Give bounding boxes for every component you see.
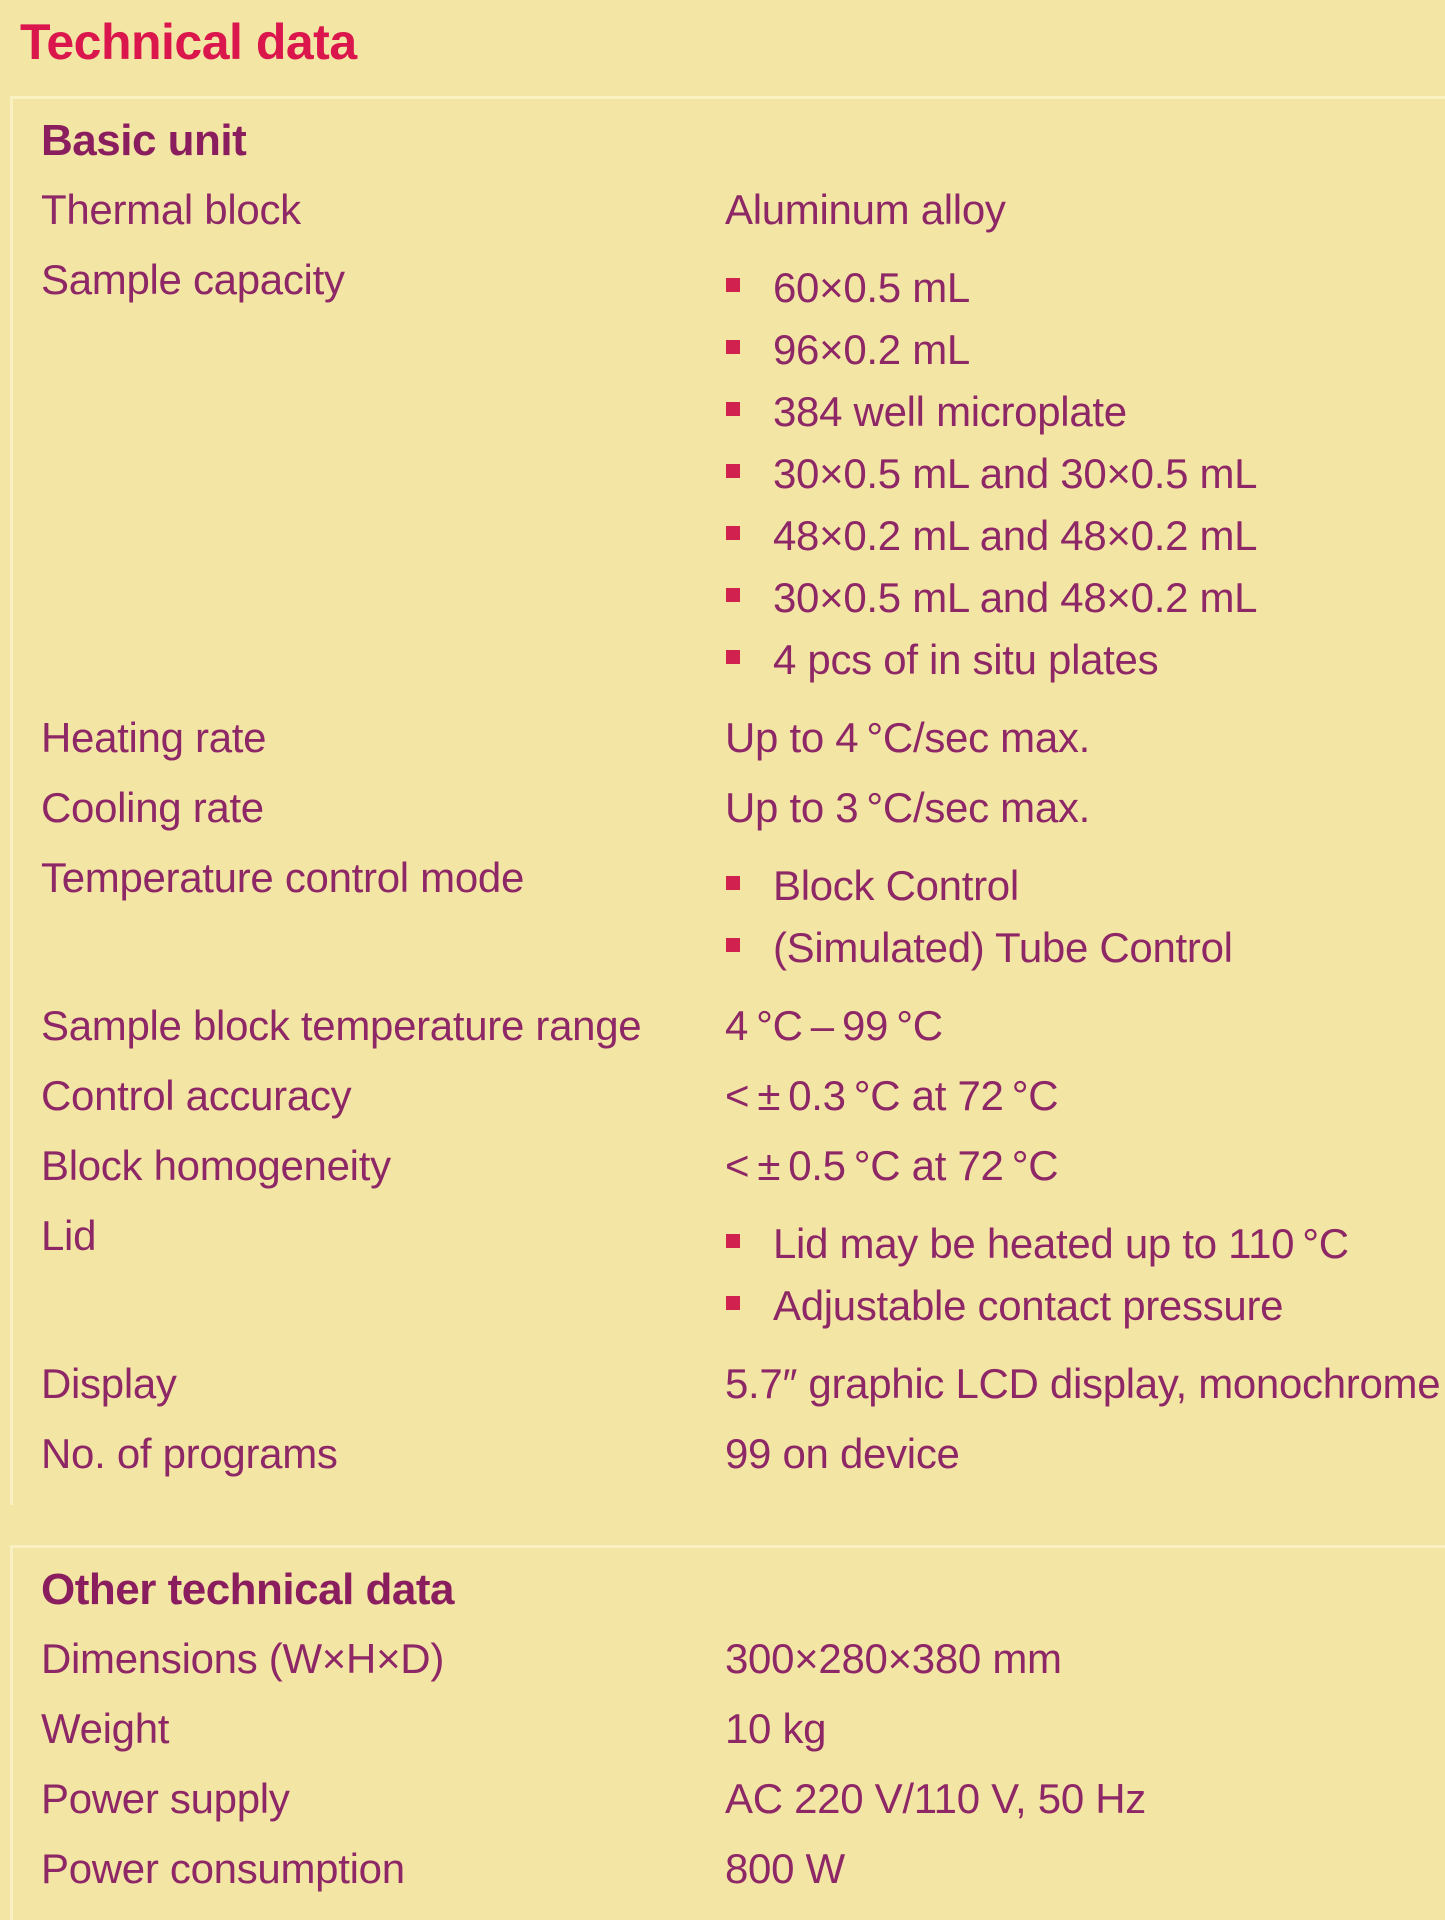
row-value: 5.7″ graphic LCD display, monochrome: [725, 1360, 1441, 1407]
row-label: Weight: [41, 1705, 170, 1752]
table-row: Cooling rate Up to 3 °C/sec max.: [41, 785, 1445, 831]
row-value: 10 kg: [725, 1705, 827, 1752]
row-label: Block homogeneity: [41, 1142, 391, 1189]
bullet-item: 4 pcs of in situ plates: [725, 629, 1445, 691]
table-row: Power consumption 800 W: [41, 1846, 1445, 1892]
table-row: Weight 10 kg: [41, 1706, 1445, 1752]
table-row: Control accuracy < ± 0.3 °C at 72 °C: [41, 1073, 1445, 1119]
row-label: Temperature control mode: [41, 854, 525, 901]
bullet-item: (Simulated) Tube Control: [725, 917, 1445, 979]
table-row: No. of programs 99 on device: [41, 1431, 1445, 1477]
spec-section: Basic unit Thermal block Aluminum alloy Sam…: [10, 96, 1445, 1505]
table-row: Sample capacity 60×0.5 mL 96×0.2 mL 384 wel…: [41, 257, 1445, 691]
row-value: Up to 4 °C/sec max.: [725, 714, 1090, 761]
bullet-item: 60×0.5 mL: [725, 257, 1445, 319]
table-row: Block homogeneity < ± 0.5 °C at 72 °C: [41, 1143, 1445, 1189]
page-title: Technical data: [20, 14, 357, 70]
row-label: Control accuracy: [41, 1072, 352, 1119]
table-row: Dimensions (W×H×D) 300×280×380 mm: [41, 1636, 1445, 1682]
table-row: Display 5.7″ graphic LCD display, monochr…: [41, 1361, 1445, 1407]
row-label: No. of programs: [41, 1430, 338, 1477]
row-value-bullet-list: 60×0.5 mL 96×0.2 mL 384 well microplate 30×…: [725, 257, 1445, 691]
row-value: 99 on device: [725, 1430, 960, 1477]
bullet-item: 30×0.5 mL and 30×0.5 mL: [725, 443, 1445, 505]
row-label: Display: [41, 1360, 177, 1407]
spec-section: Other technical data Dimensions (W×H×D) 30…: [10, 1545, 1445, 1920]
row-value: 4 °C – 99 °C: [725, 1002, 943, 1049]
bullet-item: 48×0.2 mL and 48×0.2 mL: [725, 505, 1445, 567]
table-row: Sample block temperature range 4 °C – 99 …: [41, 1003, 1445, 1049]
row-label: Power consumption: [41, 1845, 405, 1892]
row-label: Sample block temperature range: [41, 1002, 642, 1049]
row-label: Thermal block: [41, 186, 301, 233]
row-value: 300×280×380 mm: [725, 1635, 1062, 1682]
row-label: Power supply: [41, 1775, 290, 1822]
table-row: Temperature control mode Block Control (Si…: [41, 855, 1445, 979]
bullet-item: Block Control: [725, 855, 1445, 917]
row-label: Lid: [41, 1212, 97, 1259]
bullet-item: 30×0.5 mL and 48×0.2 mL: [725, 567, 1445, 629]
row-value: Up to 3 °C/sec max.: [725, 784, 1090, 831]
table-row: Heating rate Up to 4 °C/sec max.: [41, 715, 1445, 761]
row-value: AC 220 V/110 V, 50 Hz: [725, 1775, 1146, 1822]
row-value: < ± 0.5 °C at 72 °C: [725, 1142, 1059, 1189]
row-value: 800 W: [725, 1845, 845, 1892]
row-label: Dimensions (W×H×D): [41, 1635, 445, 1682]
spec-table: Basic unit Thermal block Aluminum alloy Sam…: [0, 96, 1445, 1920]
row-label: Heating rate: [41, 714, 267, 761]
section-heading: Other technical data: [41, 1565, 455, 1614]
row-value-bullet-list: Block Control (Simulated) Tube Control: [725, 855, 1445, 979]
row-value-bullet-list: Lid may be heated up to 110 °C Adjustable…: [725, 1213, 1445, 1337]
table-row: Thermal block Aluminum alloy: [41, 187, 1445, 233]
bullet-item: 384 well microplate: [725, 381, 1445, 443]
row-label: Sample capacity: [41, 256, 345, 303]
bullet-item: Adjustable contact pressure: [725, 1275, 1445, 1337]
row-label: Cooling rate: [41, 784, 264, 831]
bullet-item: 96×0.2 mL: [725, 319, 1445, 381]
bullet-item: Lid may be heated up to 110 °C: [725, 1213, 1445, 1275]
section-heading: Basic unit: [41, 116, 247, 165]
table-row: Power supply AC 220 V/110 V, 50 Hz: [41, 1776, 1445, 1822]
row-value: Aluminum alloy: [725, 186, 1006, 233]
row-value: < ± 0.3 °C at 72 °C: [725, 1072, 1059, 1119]
table-row: Lid Lid may be heated up to 110 °C Adjusta…: [41, 1213, 1445, 1337]
